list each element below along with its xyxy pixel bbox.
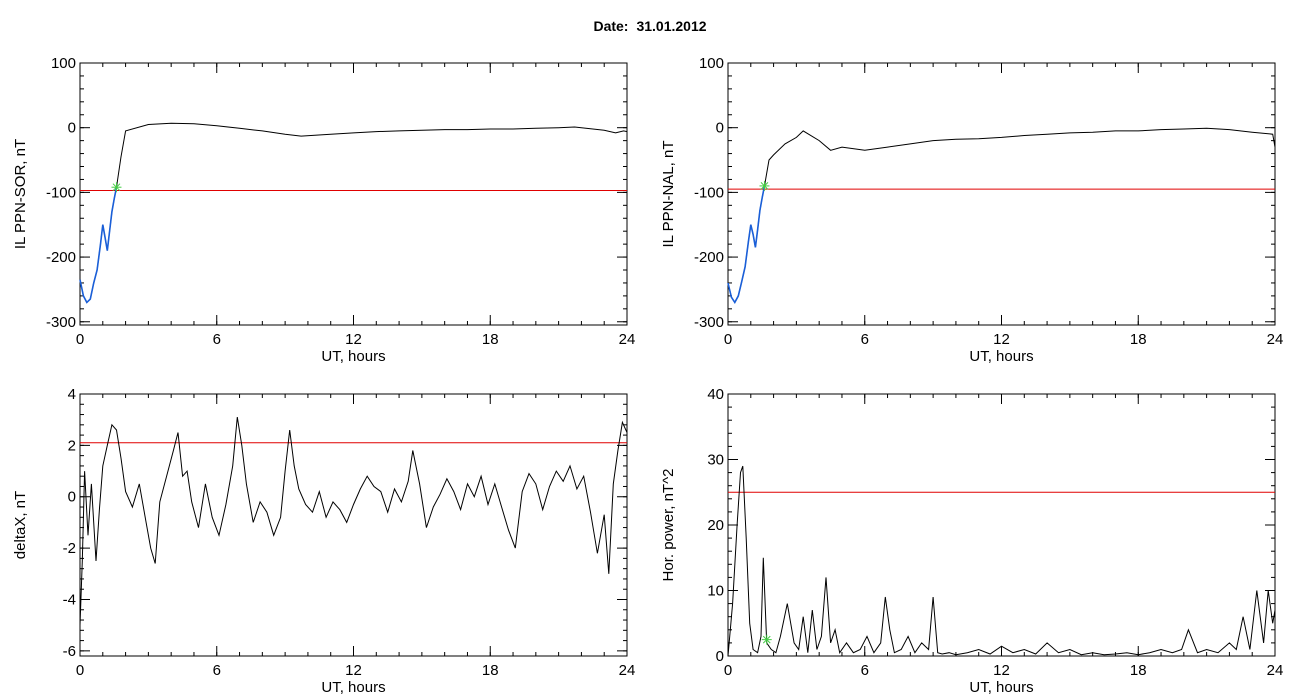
series-line: [727, 465, 1276, 657]
x-tick-label: 18: [1130, 662, 1147, 679]
y-tick-label: 40: [707, 386, 724, 403]
plot-frame: [79, 62, 628, 326]
event-marker: [761, 634, 772, 645]
date-label: Date:: [593, 18, 629, 34]
y-tick-label: 0: [716, 120, 724, 137]
y-tick-label: 20: [707, 517, 724, 534]
y-tick-label: -100: [46, 184, 76, 201]
y-tick-label: -6: [63, 643, 76, 660]
x-tick-label: 12: [345, 662, 362, 679]
panel-il-ppn-nal: 0 6 12 18 24 -300 -200 -100 0 100 UT, hours IL PPN-…: [660, 55, 1283, 365]
x-tick-label: 24: [619, 662, 636, 679]
y-tick-label: -4: [63, 591, 76, 608]
plot-frame: [727, 62, 1276, 326]
x-tick-label: 6: [213, 331, 221, 348]
series-line: [727, 127, 1276, 304]
x-tick-label: 18: [482, 662, 499, 679]
y-tick-label: 0: [716, 648, 724, 665]
y-tick-label: 10: [707, 583, 724, 600]
x-axis-title: UT, hours: [321, 348, 385, 365]
y-tick-label: -300: [694, 314, 724, 331]
y-tick-label: 4: [68, 386, 76, 403]
x-axis-title: UT, hours: [969, 348, 1033, 365]
x-tick-label: 24: [619, 331, 636, 348]
plot-frame: [727, 393, 1276, 657]
x-tick-label: 18: [482, 331, 499, 348]
x-tick-label: 6: [861, 331, 869, 348]
y-tick-label: -300: [46, 314, 76, 331]
x-tick-label: 6: [213, 662, 221, 679]
y-tick-label: 30: [707, 452, 724, 469]
highlight-segment: [79, 187, 118, 304]
y-tick-label: 100: [699, 55, 724, 72]
y-tick-label: -100: [694, 184, 724, 201]
event-marker: [759, 180, 770, 191]
plot-frame: [79, 393, 628, 657]
highlight-segment: [727, 185, 766, 304]
series-line: [79, 417, 628, 626]
y-axis-title: IL PPN-SOR, nT: [12, 139, 29, 249]
x-tick-label: 24: [1267, 331, 1284, 348]
x-tick-label: 0: [76, 662, 84, 679]
page-title: Date: 31.01.2012: [0, 18, 1300, 34]
y-axis-title: Hor. power, nT^2: [660, 469, 677, 582]
y-tick-label: 100: [51, 55, 76, 72]
x-tick-label: 0: [76, 331, 84, 348]
y-tick-label: 0: [68, 120, 76, 137]
y-tick-label: 2: [68, 437, 76, 454]
panel-il-ppn-sor: 0 6 12 18 24 -300 -200 -100 0 100 UT, hours IL PPN-…: [12, 55, 635, 365]
event-marker: [111, 182, 122, 193]
y-axis-title: deltaX, nT: [12, 491, 29, 559]
date-value: 31.01.2012: [636, 18, 707, 34]
x-tick-label: 12: [345, 331, 362, 348]
x-tick-label: 18: [1130, 331, 1147, 348]
y-tick-label: -2: [63, 540, 76, 557]
x-tick-label: 24: [1267, 662, 1284, 679]
x-tick-label: 12: [993, 662, 1010, 679]
series-line: [79, 122, 628, 304]
x-axis-title: UT, hours: [321, 679, 385, 696]
x-tick-label: 12: [993, 331, 1010, 348]
x-axis-title: UT, hours: [969, 679, 1033, 696]
y-tick-label: 0: [68, 489, 76, 506]
y-tick-label: -200: [46, 249, 76, 266]
panel-hor-power: 0 6 12 18 24 0 10 20 30 40 UT, hours Hor. power, nT…: [660, 386, 1283, 696]
y-axis-title: IL PPN-NAL, nT: [660, 141, 677, 248]
x-tick-label: 6: [861, 662, 869, 679]
y-tick-label: -200: [694, 249, 724, 266]
x-tick-label: 0: [724, 662, 732, 679]
x-tick-label: 0: [724, 331, 732, 348]
